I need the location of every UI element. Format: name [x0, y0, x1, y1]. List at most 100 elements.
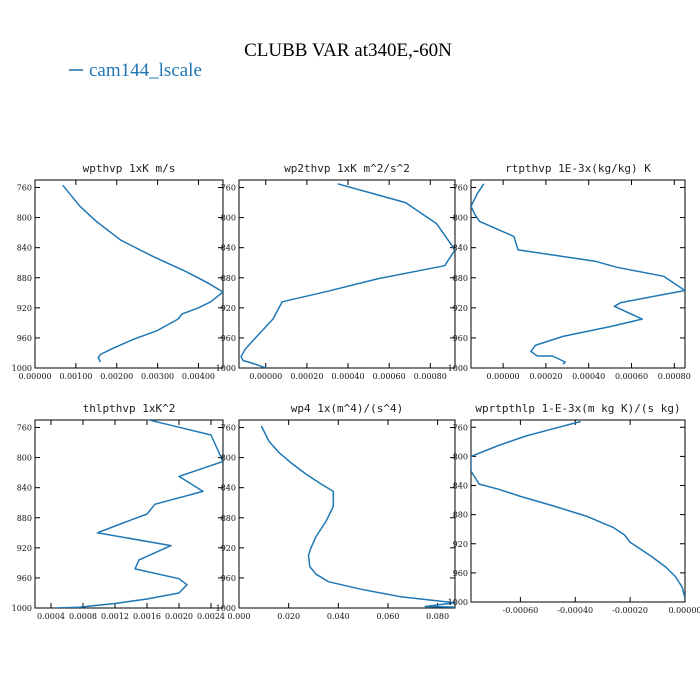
y-tick-label: 840: [221, 484, 236, 493]
subplot-2: wp2thvp 1xK m^2/s^2 760 800 840 880 920 960 100…: [216, 162, 456, 381]
y-tick-label: 920: [221, 544, 236, 553]
x-tick-label: 0.00300: [141, 372, 174, 381]
subplot-title: wp4 1x(m^4)/(s^4): [291, 402, 404, 415]
y-tick-label: 880: [453, 274, 468, 283]
subplot-grid: wpthvp 1xK m/s76080084088092096010000.00…: [12, 162, 700, 621]
x-tick-label: 0.00040: [572, 372, 605, 381]
subplot-title: wprtpthlp 1-E-3x(m kg K)/(s kg): [475, 402, 680, 415]
x-tick-label: 0.0008: [69, 612, 97, 621]
subplot-1: wpthvp 1xK m/s76080084088092096010000.00…: [12, 162, 224, 381]
y-tick-label: 920: [17, 544, 32, 553]
y-tick-label: 960: [17, 334, 32, 343]
x-tick-label: 0.040: [327, 612, 350, 621]
x-tick-label: 0.00000: [668, 606, 700, 615]
x-tick-label: 0.00060: [615, 372, 648, 381]
y-tick-label: 880: [221, 274, 236, 283]
y-tick-label: 920: [453, 540, 468, 549]
subplot-title: rtpthvp 1E-3x(kg/kg) K: [505, 162, 651, 175]
x-tick-label: 0.080: [426, 612, 449, 621]
y-tick-label: 800: [17, 214, 32, 223]
y-tick-label: 880: [221, 514, 236, 523]
y-tick-label: 1000: [448, 598, 468, 607]
y-tick-label: 1000: [12, 604, 32, 613]
x-tick-label: -0.00020: [612, 606, 648, 615]
y-tick-label: 840: [17, 244, 32, 253]
x-tick-label: 0.00000: [487, 372, 520, 381]
y-tick-label: 760: [453, 184, 468, 193]
y-tick-label: 760: [221, 184, 236, 193]
y-tick-label: 880: [453, 511, 468, 520]
x-tick-label: 0.00000: [249, 372, 282, 381]
x-tick-label: 0.020: [277, 612, 300, 621]
y-tick-label: 960: [17, 574, 32, 583]
y-tick-label: 1000: [216, 604, 236, 613]
x-tick-label: -0.00060: [502, 606, 538, 615]
y-tick-label: 960: [453, 569, 468, 578]
x-tick-label: 0.00000: [18, 372, 51, 381]
y-tick-label: 800: [17, 454, 32, 463]
x-tick-label: 0.00060: [373, 372, 406, 381]
y-tick-label: 840: [453, 244, 468, 253]
plot-frame: [470, 419, 686, 603]
y-tick-label: 760: [453, 423, 468, 432]
y-tick-label: 760: [221, 424, 236, 433]
subplot-6: wprtpthlp 1-E-3x(m kg K)/(s kg) 760 800 840…: [448, 402, 700, 615]
y-tick-label: 880: [17, 274, 32, 283]
x-tick-label: 0.0020: [165, 612, 193, 621]
series-line: [62, 184, 223, 363]
x-tick-label: 0.0024: [197, 612, 225, 621]
subplot-5: wp4 1x(m^4)/(s^4)76080084088092096010000…: [216, 402, 456, 621]
x-tick-label: 0.0004: [37, 612, 65, 621]
y-tick-label: 1000: [216, 364, 236, 373]
series-line: [471, 183, 685, 365]
y-tick-label: 800: [453, 214, 468, 223]
y-tick-label: 880: [17, 514, 32, 523]
y-tick-label: 760: [17, 184, 32, 193]
x-tick-label: 0.00080: [658, 372, 691, 381]
plot-frame: [34, 179, 224, 369]
x-tick-label: 0.00080: [414, 372, 447, 381]
x-tick-label: 0.00400: [182, 372, 215, 381]
y-tick-label: 760: [17, 424, 32, 433]
plot-frame: [238, 179, 456, 369]
series-line: [260, 425, 455, 608]
y-tick-label: 960: [221, 574, 236, 583]
x-tick-label: 0.0012: [101, 612, 129, 621]
legend-label: cam144_lscale: [89, 60, 202, 81]
plot-frame: [470, 179, 686, 369]
x-tick-label: -0.00040: [557, 606, 593, 615]
y-tick-label: 800: [221, 454, 236, 463]
subplot-3: rtpthvp 1E-3x(kg/kg) K 760 800 840 880 920 960…: [448, 162, 691, 381]
y-tick-label: 800: [453, 452, 468, 461]
y-tick-label: 1000: [448, 364, 468, 373]
y-tick-label: 920: [17, 304, 32, 313]
y-tick-label: 840: [17, 484, 32, 493]
subplot-title: wp2thvp 1xK m^2/s^2: [284, 162, 410, 175]
subplot-title: thlpthvp 1xK^2: [83, 402, 176, 415]
series-line: [471, 420, 685, 599]
figure-title: CLUBB VAR at340E,-60N: [244, 40, 452, 61]
x-tick-label: 0.00200: [100, 372, 133, 381]
series-line: [54, 420, 223, 608]
subplot-title: wpthvp 1xK m/s: [83, 162, 176, 175]
y-tick-label: 920: [453, 304, 468, 313]
x-tick-label: 0.00020: [290, 372, 323, 381]
legend: cam144_lscale: [69, 60, 202, 81]
y-tick-label: 960: [453, 334, 468, 343]
y-tick-label: 840: [221, 244, 236, 253]
series-line: [240, 183, 455, 368]
y-tick-label: 800: [221, 214, 236, 223]
x-tick-label: 0.00040: [331, 372, 364, 381]
y-tick-label: 1000: [12, 364, 32, 373]
x-tick-label: 0.00020: [529, 372, 562, 381]
y-tick-label: 840: [453, 482, 468, 491]
x-tick-label: 0.000: [228, 612, 251, 621]
plot-frame: [238, 419, 456, 609]
x-tick-label: 0.060: [377, 612, 400, 621]
x-tick-label: 0.0016: [133, 612, 161, 621]
plot-frame: [34, 419, 224, 609]
x-tick-label: 0.00100: [59, 372, 92, 381]
y-tick-label: 920: [221, 304, 236, 313]
y-tick-label: 960: [221, 334, 236, 343]
